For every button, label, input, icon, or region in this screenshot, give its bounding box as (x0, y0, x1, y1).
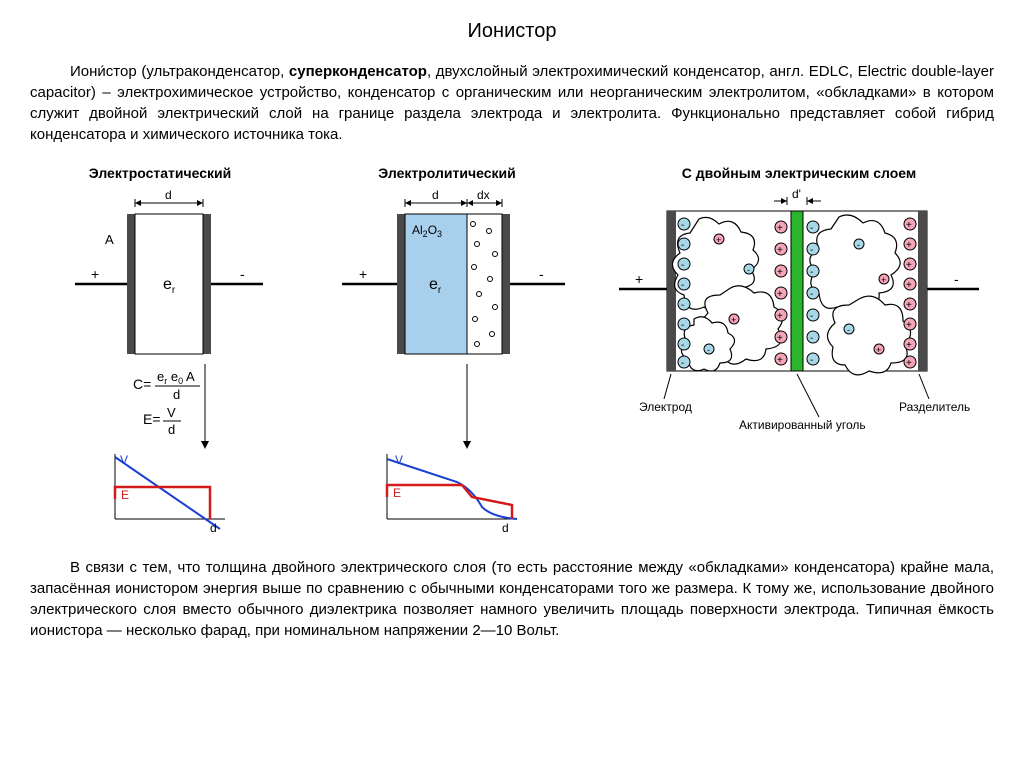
edlc-diagram: d' - - - - (609, 189, 989, 469)
svg-text:V: V (395, 453, 403, 467)
svg-text:d: d (173, 387, 180, 402)
svg-text:+: + (359, 266, 367, 282)
svg-text:V: V (120, 453, 128, 467)
svg-text:-: - (681, 220, 684, 231)
svg-text:-: - (747, 265, 750, 275)
svg-text:+: + (777, 289, 783, 300)
svg-text:d: d (210, 521, 217, 535)
svg-text:+: + (906, 260, 912, 271)
svg-text:-: - (954, 271, 959, 287)
svg-text:+: + (906, 320, 912, 331)
svg-text:+: + (777, 267, 783, 278)
svg-text:-: - (810, 311, 813, 322)
page-title: Ионистор (30, 20, 994, 43)
svg-text:d: d (168, 422, 175, 437)
svg-text:-: - (810, 267, 813, 278)
electrostatic-graph: V E d (115, 453, 225, 535)
electrostatic-title: Электростатический (89, 165, 232, 181)
label-A: A (105, 232, 114, 247)
svg-text:+: + (777, 245, 783, 256)
edlc-column: С двойным электрическим слоем d' (604, 165, 994, 539)
svg-text:+: + (906, 220, 912, 231)
diagrams-row: Электростатический d er A + - C= er e0 A (30, 165, 994, 539)
edlc-title: С двойным электрическим слоем (682, 165, 916, 181)
svg-text:-: - (539, 266, 544, 282)
electrolytic-column: Электролитический d dx (307, 165, 587, 539)
svg-text:-: - (810, 223, 813, 234)
svg-text:-: - (810, 333, 813, 344)
label-separator: Разделитель (899, 400, 970, 414)
svg-text:d: d (502, 521, 509, 535)
svg-text:E: E (393, 486, 401, 500)
svg-text:+: + (777, 311, 783, 322)
svg-text:d: d (432, 189, 439, 202)
svg-text:-: - (681, 358, 684, 369)
svg-text:-: - (810, 245, 813, 256)
svg-text:-: - (681, 240, 684, 251)
svg-text:-: - (681, 260, 684, 271)
svg-text:-: - (681, 280, 684, 291)
svg-text:+: + (777, 223, 783, 234)
svg-text:+: + (906, 300, 912, 311)
svg-text:-: - (681, 340, 684, 351)
svg-text:d': d' (792, 189, 801, 201)
svg-text:+: + (716, 235, 721, 245)
svg-text:+: + (881, 275, 886, 285)
svg-text:-: - (707, 345, 710, 355)
svg-text:+: + (906, 280, 912, 291)
label-plus: + (91, 266, 99, 282)
svg-text:+: + (777, 333, 783, 344)
electrostatic-diagram: d er A + - C= er e0 A d E= V d (45, 189, 275, 539)
label-electrode: Электрод (639, 400, 692, 414)
svg-text:dx: dx (477, 189, 490, 202)
svg-text:+: + (906, 358, 912, 369)
svg-text:E: E (121, 488, 129, 502)
svg-text:-: - (857, 240, 860, 250)
intro-paragraph: Иони́стор (ультраконденсатор, суперконде… (30, 61, 994, 145)
svg-text:+: + (906, 240, 912, 251)
label-carbon: Активированный уголь (739, 418, 866, 432)
intro-bold: суперконденсатор (289, 63, 427, 80)
electrostatic-column: Электростатический d er A + - C= er e0 A (30, 165, 290, 539)
electrolytic-title: Электролитический (378, 165, 515, 181)
svg-text:-: - (847, 325, 850, 335)
svg-text:-: - (810, 289, 813, 300)
svg-text:-: - (810, 355, 813, 366)
svg-text:+: + (635, 271, 643, 287)
svg-text:er e0 A: er e0 A (157, 369, 195, 386)
formula-E: E= (143, 411, 161, 427)
svg-text:V: V (167, 405, 176, 420)
label-minus: - (240, 266, 245, 282)
electrolytic-diagram: d dx Al2O3 er + (317, 189, 577, 539)
svg-text:+: + (731, 315, 736, 325)
electrolytic-graph: V E d (387, 453, 517, 535)
svg-text:+: + (777, 355, 783, 366)
svg-text:+: + (876, 345, 881, 355)
svg-text:-: - (681, 320, 684, 331)
svg-text:-: - (681, 300, 684, 311)
outro-paragraph: В связи с тем, что толщина двойного элек… (30, 557, 994, 641)
svg-text:+: + (906, 340, 912, 351)
formula-C: C= (133, 376, 151, 392)
label-d: d (165, 189, 172, 202)
intro-part1: Иони́стор (ультраконденсатор, (70, 63, 289, 80)
